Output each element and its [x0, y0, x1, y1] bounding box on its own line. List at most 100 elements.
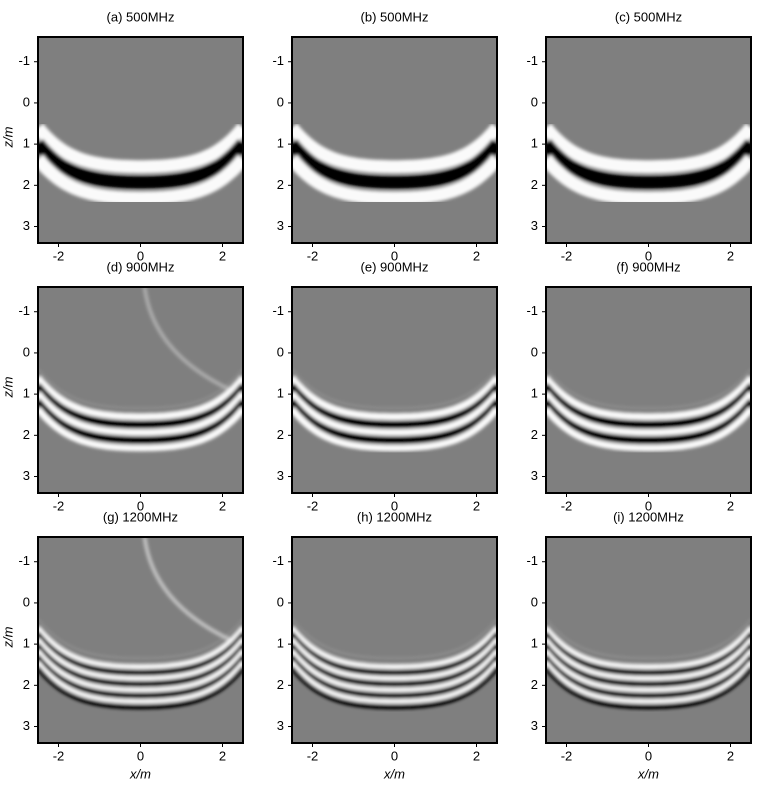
- panel-title: (d) 900MHz: [107, 259, 175, 274]
- y-tick-label: -1: [272, 53, 284, 68]
- y-tick-label: 2: [531, 177, 538, 192]
- y-tick-label: 1: [277, 636, 284, 651]
- x-tick-label: 2: [473, 748, 480, 763]
- y-axis-label: z/m: [0, 126, 15, 148]
- y-tick-label: 3: [23, 468, 30, 483]
- x-tick-label: 0: [645, 748, 652, 763]
- reflection-band: [292, 649, 497, 693]
- reflections: [38, 287, 243, 452]
- x-tick-label: 2: [727, 748, 734, 763]
- panel: (h) 1200MHz -2 0 2 -1 0 1 2 3 x/m: [272, 509, 498, 781]
- reflection-band: [292, 631, 497, 675]
- reflection-band: [292, 666, 497, 710]
- y-tick-label: 3: [277, 468, 284, 483]
- diffraction-line: [292, 640, 497, 682]
- panel-title: (c) 500MHz: [615, 9, 682, 24]
- x-tick-label: -2: [561, 248, 573, 263]
- reflection-band: [546, 154, 751, 205]
- background: [38, 287, 243, 493]
- y-tick-label: 1: [23, 636, 30, 651]
- reflections: [546, 123, 751, 205]
- y-tick-label: 0: [23, 594, 30, 609]
- reflection-band: [546, 383, 751, 428]
- reflections: [38, 123, 243, 205]
- reflection-band: [38, 154, 243, 205]
- panel-title: (a) 500MHz: [107, 9, 175, 24]
- reflection-band: [38, 383, 243, 428]
- diffraction-line: [546, 640, 751, 682]
- y-tick-label: 0: [531, 94, 538, 109]
- reflection-band: [38, 637, 243, 681]
- reflection-band: [38, 643, 243, 687]
- diffraction-line: [546, 621, 751, 662]
- y-tick-label: 3: [23, 718, 30, 733]
- reflections: [292, 618, 497, 710]
- y-axis-label: z/m: [0, 376, 15, 398]
- y-tick-label: 0: [277, 94, 284, 109]
- x-tick-label: 0: [645, 498, 652, 513]
- x-tick-label: 2: [727, 498, 734, 513]
- y-tick-label: 2: [531, 677, 538, 692]
- x-axis-label: x/m: [383, 766, 405, 781]
- reflection-band: [546, 406, 751, 452]
- y-tick-label: -1: [272, 553, 284, 568]
- y-tick-label: 3: [531, 468, 538, 483]
- y-tick-label: 2: [277, 677, 284, 692]
- direct-wave: [142, 287, 232, 392]
- panel-title: (g) 1200MHz: [103, 509, 178, 524]
- reflection-band: [38, 631, 243, 675]
- y-tick-label: 1: [277, 386, 284, 401]
- y-tick-label: 0: [531, 594, 538, 609]
- background: [546, 537, 751, 743]
- y-tick-label: 0: [277, 594, 284, 609]
- reflection-band: [292, 406, 497, 452]
- x-tick-label: -2: [53, 248, 65, 263]
- y-tick-label: 1: [277, 136, 284, 151]
- diffraction-line: [546, 623, 751, 665]
- reflection-band: [292, 655, 497, 698]
- reflection-band: [38, 391, 243, 436]
- x-tick-label: 2: [473, 498, 480, 513]
- y-tick-label: 1: [23, 136, 30, 151]
- y-tick-label: 0: [531, 344, 538, 359]
- panel: (a) 500MHz -2 0 2 -1 0 1 2 3 z/m: [0, 9, 244, 263]
- diffraction-line: [38, 368, 243, 410]
- image: [546, 37, 751, 243]
- reflections: [546, 618, 751, 710]
- y-tick-label: 0: [23, 94, 30, 109]
- y-tick-label: 0: [23, 344, 30, 359]
- reflections: [292, 123, 497, 205]
- y-tick-label: 2: [277, 177, 284, 192]
- reflection-band: [292, 643, 497, 687]
- background: [38, 537, 243, 743]
- diffraction-line: [292, 618, 497, 660]
- y-tick-label: -1: [18, 553, 30, 568]
- panel-title: (h) 1200MHz: [357, 509, 432, 524]
- y-tick-label: 0: [277, 344, 284, 359]
- panel-title: (i) 1200MHz: [613, 509, 684, 524]
- reflection-band: [38, 666, 243, 710]
- image: [292, 287, 497, 493]
- x-tick-label: -2: [53, 748, 65, 763]
- x-tick-label: 2: [219, 248, 226, 263]
- reflection-band: [546, 649, 751, 693]
- y-axis-label: z/m: [0, 626, 15, 648]
- diffraction-line: [38, 618, 243, 660]
- reflection-band: [546, 123, 751, 174]
- y-tick-label: 1: [531, 386, 538, 401]
- reflections: [38, 537, 243, 710]
- y-tick-label: 3: [277, 718, 284, 733]
- reflections: [292, 368, 497, 452]
- y-tick-label: 2: [23, 427, 30, 442]
- y-tick-label: 2: [531, 427, 538, 442]
- panel-title: (f) 900MHz: [616, 259, 680, 274]
- panel: (f) 900MHz -2 0 2 -1 0 1 2 3: [526, 259, 752, 513]
- image: [292, 537, 497, 743]
- x-tick-label: 0: [137, 498, 144, 513]
- image: [546, 287, 751, 493]
- x-axis-label: x/m: [129, 766, 151, 781]
- x-tick-label: -2: [561, 498, 573, 513]
- reflection-band: [292, 139, 497, 189]
- reflection-band: [546, 375, 751, 421]
